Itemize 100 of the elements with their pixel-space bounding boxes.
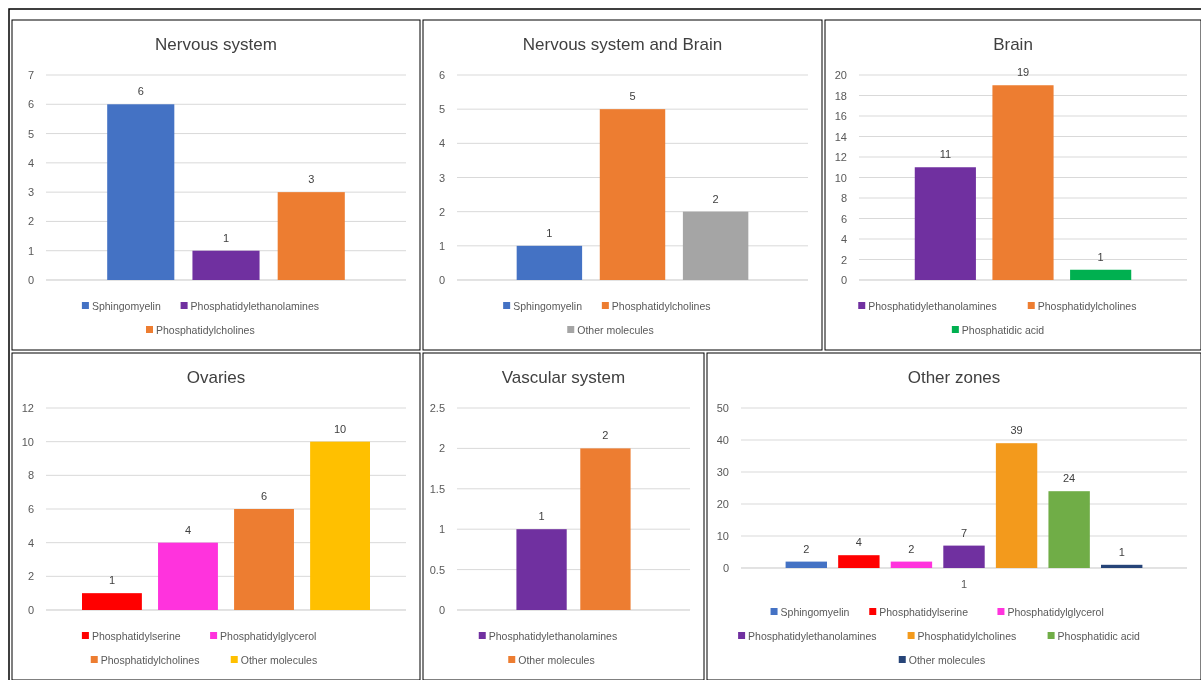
data-label: 1: [538, 510, 545, 523]
bar: [682, 211, 749, 280]
bar: [1070, 269, 1132, 280]
legend-label: Phosphatidylethanolamines: [868, 300, 997, 312]
data-label: 5: [629, 90, 636, 103]
bar: [158, 542, 218, 610]
y-tick-label: 0: [840, 274, 847, 286]
y-tick-label: 2: [27, 570, 34, 583]
legend-label: Phosphatidic acid: [961, 324, 1045, 336]
data-label: 2: [908, 542, 915, 555]
data-label: 11: [939, 148, 952, 161]
y-tick-label: 20: [716, 498, 729, 510]
legend-label: Phosphatidylglycerol: [1007, 606, 1104, 618]
bar: [107, 104, 175, 280]
chart-title: Nervous system: [155, 35, 277, 54]
legend-label: Other molecules: [518, 654, 595, 666]
bar: [995, 443, 1038, 568]
data-label: 1: [546, 226, 553, 239]
data-label: 1: [1118, 545, 1125, 558]
y-tick-label: 1.5: [429, 482, 445, 495]
data-label: 4: [184, 523, 192, 536]
bar: [516, 245, 583, 280]
legend-label: Sphingomyelin: [513, 300, 583, 312]
y-tick-label: 2: [438, 442, 445, 455]
legend-label: Phosphatidylserine: [91, 630, 181, 642]
y-tick-label: 6: [840, 212, 847, 225]
legend-label: Phosphatidylcholines: [611, 300, 711, 312]
bar: [1048, 491, 1090, 568]
bar: [82, 593, 142, 610]
y-tick-label: 2: [27, 215, 34, 228]
bar: [838, 555, 880, 568]
data-label: 19: [1016, 66, 1030, 79]
y-tick-label: 10: [834, 171, 847, 184]
legend-label: Phosphatidylglycerol: [220, 630, 317, 642]
legend-label: Phosphatidylethanolamines: [748, 630, 877, 642]
y-tick-label: 20: [834, 69, 847, 81]
legend-label: Phosphatidic acid: [1057, 630, 1141, 642]
y-tick-label: 4: [27, 536, 34, 549]
y-tick-label: 0: [438, 274, 445, 286]
y-tick-label: 2: [840, 253, 847, 266]
bar: [992, 85, 1054, 280]
y-tick-label: 10: [716, 530, 729, 542]
y-tick-label: 0: [722, 562, 729, 574]
legend-label: Phosphatidylcholines: [156, 324, 255, 336]
y-tick-label: 12: [834, 151, 847, 163]
bar: [1101, 564, 1143, 568]
y-tick-label: 30: [716, 466, 729, 478]
y-tick-label: 5: [438, 103, 445, 116]
data-label: 6: [137, 85, 144, 98]
chart-title: Nervous system and Brain: [522, 35, 723, 54]
y-tick-label: 7: [27, 69, 34, 81]
y-tick-label: 3: [27, 186, 34, 199]
data-label: 24: [1063, 472, 1076, 485]
legend-label: Phosphatidylethanolamines: [488, 630, 618, 642]
legend-label: Phosphatidylserine: [879, 606, 969, 618]
data-label: 6: [260, 490, 268, 502]
y-tick-label: 1: [438, 239, 445, 252]
y-tick-label: 50: [716, 402, 729, 414]
y-tick-label: 8: [840, 192, 847, 204]
legend-label: Phosphatidylcholines: [1037, 300, 1137, 312]
legend-label: Other molecules: [240, 654, 318, 666]
data-label: 1: [108, 574, 115, 587]
y-tick-label: 6: [438, 69, 445, 81]
y-tick-label: 4: [438, 137, 445, 150]
y-tick-label: 40: [716, 434, 729, 446]
y-tick-label: 4: [840, 233, 847, 245]
data-label: 7: [960, 526, 968, 539]
y-tick-label: 0: [27, 604, 34, 616]
bar: [914, 167, 976, 280]
bar: [785, 561, 827, 568]
legend-label: Other molecules: [577, 324, 654, 336]
legend-label: Phosphatidylethanolamines: [190, 300, 320, 312]
y-tick-label: 1: [27, 244, 34, 257]
bar: [192, 250, 260, 280]
data-label: 39: [1010, 424, 1023, 437]
data-label: 10: [333, 422, 347, 435]
bar: [943, 545, 985, 568]
y-tick-label: 6: [27, 503, 34, 515]
chart-title: Brain: [993, 35, 1033, 54]
data-label: 1: [1097, 250, 1104, 263]
y-tick-label: 5: [27, 127, 34, 140]
legend-label: Sphingomyelin: [91, 300, 161, 312]
legend-label: Phosphatidylcholines: [917, 630, 1017, 642]
bar: [890, 561, 933, 568]
chart-title: Ovaries: [186, 368, 246, 387]
y-tick-label: 8: [27, 469, 34, 482]
data-label: 4: [855, 536, 862, 549]
chart-title: Vascular system: [501, 368, 626, 387]
y-tick-label: 0: [27, 274, 34, 286]
bar: [310, 441, 370, 610]
y-tick-label: 10: [21, 435, 34, 448]
y-tick-label: 14: [834, 130, 847, 143]
y-tick-label: 2: [438, 205, 445, 218]
y-tick-label: 0.5: [429, 563, 445, 576]
legend-label: Phosphatidylcholines: [100, 654, 200, 666]
y-tick-label: 0: [438, 604, 445, 616]
data-label: 2: [803, 542, 810, 555]
legend-label: Sphingomyelin: [780, 606, 850, 618]
y-tick-label: 1: [438, 523, 445, 536]
y-tick-label: 16: [834, 110, 847, 122]
